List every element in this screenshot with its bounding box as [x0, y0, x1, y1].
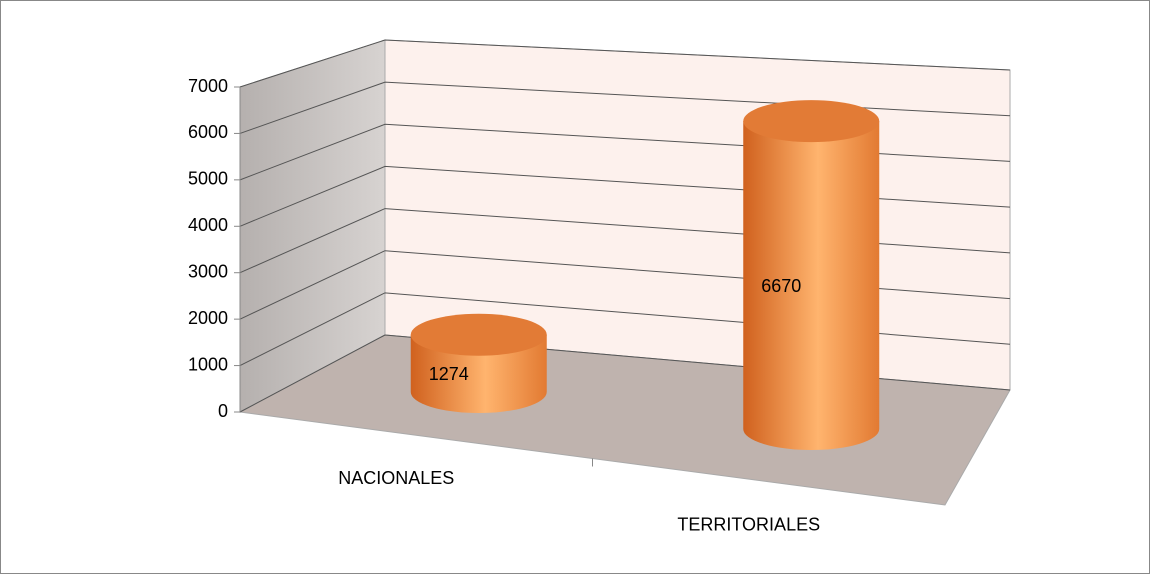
y-tick-label: 0: [218, 401, 228, 421]
x-tick-label: NACIONALES: [338, 468, 454, 488]
cylinder-top: [743, 100, 880, 143]
value-label: 1274: [429, 364, 469, 384]
y-tick-label: 6000: [188, 122, 228, 142]
cylinder-body: [743, 121, 880, 450]
value-label: 6670: [761, 276, 801, 296]
y-tick-label: 2000: [188, 308, 228, 328]
y-tick-label: 7000: [188, 76, 228, 96]
cylinder-top: [410, 313, 547, 356]
plot: 0 1000 2000 3000 4000 5000 6000 7000 NACIONALES 1…: [188, 39, 1011, 535]
y-tick-label: 1000: [188, 354, 228, 374]
y-tick-label: 3000: [188, 261, 228, 281]
y-tick-label: 5000: [188, 169, 228, 189]
x-tick-label: TERRITORIALES: [677, 515, 820, 535]
cylinder-body: [410, 334, 547, 414]
grid-line: [239, 39, 1011, 88]
y-tick-label: 4000: [188, 215, 228, 235]
